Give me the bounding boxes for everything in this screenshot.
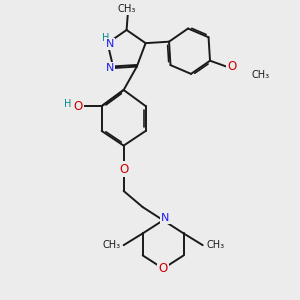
Text: O: O [74,100,83,112]
Text: CH₃: CH₃ [117,4,136,14]
Text: CH₃: CH₃ [102,240,120,250]
Text: N: N [106,39,114,49]
Text: H: H [64,99,71,109]
Text: O: O [119,163,128,176]
Text: N: N [161,213,170,223]
Text: CH₃: CH₃ [251,70,269,80]
Text: H: H [102,33,109,43]
Text: N: N [106,63,114,73]
Text: O: O [158,262,168,275]
Text: O: O [227,60,237,73]
Text: CH₃: CH₃ [206,240,224,250]
